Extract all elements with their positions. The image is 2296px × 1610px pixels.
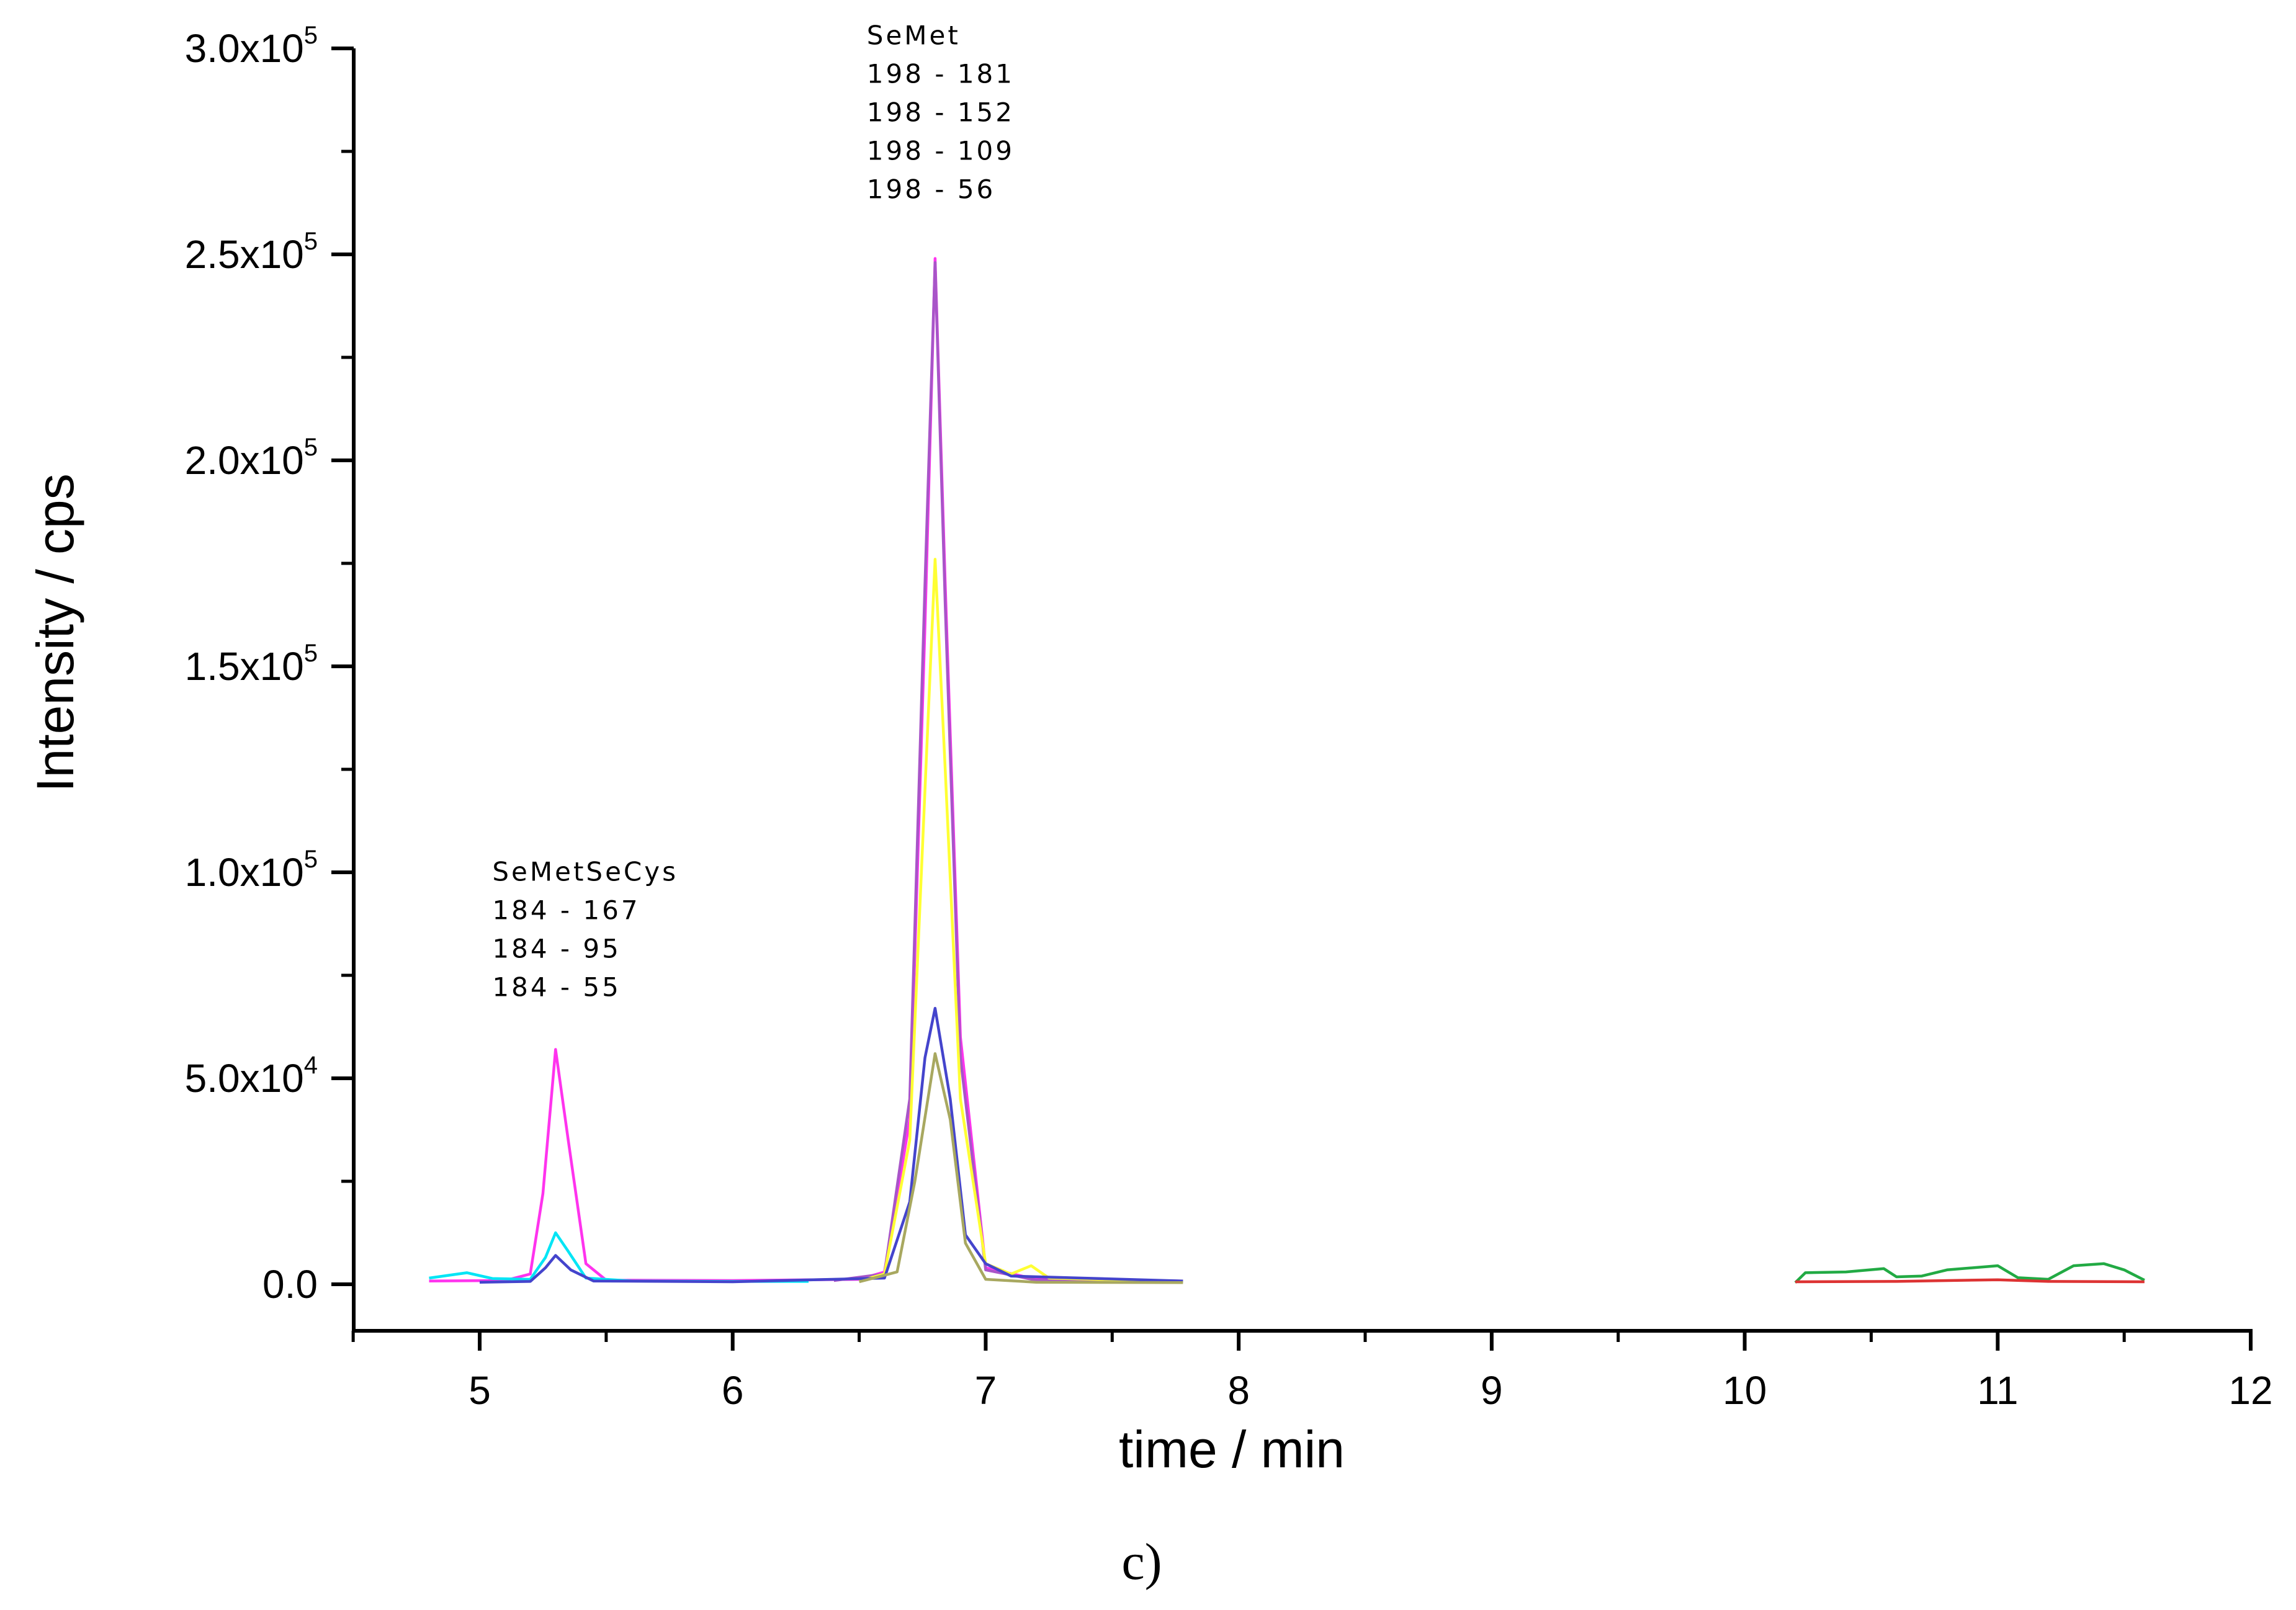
annotation-line: 184 - 95	[492, 933, 621, 964]
series-line-1	[429, 257, 1183, 1282]
series-line-8	[1795, 1278, 2145, 1284]
y-tick-label: 5.0x104	[185, 1052, 318, 1101]
annotation-line: 198 - 152	[867, 97, 1015, 127]
annotation-line: 198 - 181	[867, 58, 1015, 89]
series-line-3	[858, 558, 1183, 1284]
axes	[352, 48, 2253, 1333]
figure-caption: c)	[1121, 1533, 1162, 1591]
x-tick-label: 8	[1227, 1368, 1250, 1413]
series-line-7	[1794, 1262, 2145, 1284]
series-traces	[429, 257, 2145, 1284]
y-tick-label: 1.0x105	[185, 846, 318, 895]
series-line-2	[833, 261, 1183, 1282]
series-line-5	[479, 1006, 1183, 1284]
annotation-line: 198 - 109	[867, 135, 1015, 166]
x-ticks: 5 6 7 8 9 10 11 12	[351, 1331, 2273, 1413]
annotation-line: SeMetSeCys	[492, 856, 678, 887]
x-tick-label: 6	[722, 1368, 744, 1413]
x-tick-label: 12	[2228, 1368, 2272, 1413]
series-line-4	[429, 1231, 809, 1283]
annotation-line: 184 - 55	[492, 972, 621, 1002]
series-line-6	[859, 1052, 1183, 1284]
x-tick-label: 11	[1977, 1368, 2018, 1413]
y-tick-label: 0.0	[262, 1262, 318, 1307]
y-tick-label: 2.0x105	[185, 434, 318, 483]
x-tick-label: 10	[1723, 1368, 1767, 1413]
annotation-line: 198 - 56	[867, 174, 995, 204]
y-ticks: 0.0 5.0x104 1.0x105 1.5x105 2.0x105 2.5x105 3.…	[185, 22, 354, 1307]
y-axis-label: Intensity / cps	[26, 473, 84, 792]
y-tick-label: 1.5x105	[185, 640, 318, 689]
x-tick-label: 7	[975, 1368, 997, 1413]
x-axis-label: time / min	[1119, 1420, 1345, 1478]
annotation-line: SeMet	[867, 20, 961, 50]
y-tick-label: 3.0x105	[185, 22, 318, 71]
annotation-line: 184 - 167	[492, 895, 640, 925]
peak-annotations: SeMetSeCys 184 - 167 184 - 95 184 - 55 SeMet…	[492, 20, 1015, 1002]
y-tick-label: 2.5x105	[185, 228, 318, 277]
x-tick-label: 9	[1481, 1368, 1503, 1413]
x-tick-label: 5	[469, 1368, 491, 1413]
